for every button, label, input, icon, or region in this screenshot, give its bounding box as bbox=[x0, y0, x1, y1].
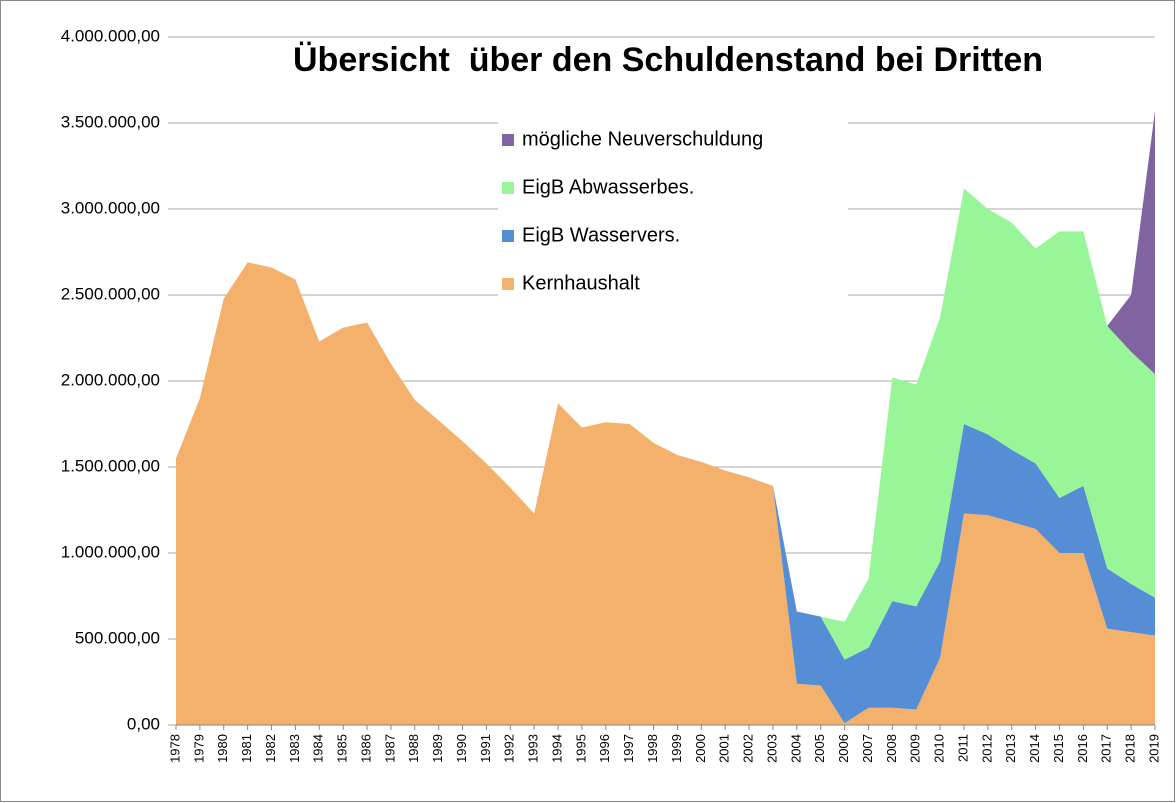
x-tick-label: 1995 bbox=[573, 734, 588, 763]
x-tick-label: 2018 bbox=[1123, 734, 1138, 763]
x-tick-label: 1986 bbox=[358, 734, 373, 763]
x-tick-label: 1992 bbox=[502, 734, 517, 763]
x-tick-label: 2015 bbox=[1051, 734, 1066, 763]
area bbox=[176, 262, 1155, 725]
x-tick-label: 2005 bbox=[812, 734, 827, 763]
area bbox=[176, 262, 1155, 724]
x-tick-label: 2013 bbox=[1003, 734, 1018, 763]
legend-swatch bbox=[502, 230, 514, 242]
x-tick-label: 1996 bbox=[597, 734, 612, 763]
x-tick-label: 1988 bbox=[406, 734, 421, 763]
y-tick-label: 0,00 bbox=[127, 714, 160, 733]
x-tick-label: 2003 bbox=[764, 734, 779, 763]
x-tick-label: 1993 bbox=[526, 734, 541, 763]
y-tick-label: 1.500.000,00 bbox=[61, 456, 160, 475]
legend-label: EigB Wasservers. bbox=[522, 224, 680, 246]
x-tick-label: 1990 bbox=[454, 734, 469, 763]
x-tick-label: 2000 bbox=[693, 734, 708, 763]
x-tick-label: 2002 bbox=[741, 734, 756, 763]
x-tick-label: 2011 bbox=[955, 734, 970, 762]
x-tick-label: 1985 bbox=[335, 734, 350, 763]
x-tick-label: 1997 bbox=[621, 734, 636, 763]
x-tick-label: 2001 bbox=[717, 734, 732, 763]
chart-title: Übersicht über den Schuldenstand bei Dri… bbox=[293, 41, 1043, 79]
x-tick-label: 1978 bbox=[167, 734, 182, 763]
x-tick-label: 1991 bbox=[478, 734, 493, 763]
x-tick-label: 2014 bbox=[1027, 734, 1042, 763]
y-tick-label: 3.000.000,00 bbox=[61, 198, 160, 217]
x-tick-label: 2016 bbox=[1075, 734, 1090, 763]
y-tick-label: 4.000.000,00 bbox=[61, 26, 160, 45]
x-tick-label: 2017 bbox=[1099, 734, 1114, 763]
x-tick-label: 1994 bbox=[549, 734, 564, 763]
x-tick-label: 1998 bbox=[645, 734, 660, 763]
x-tick-label: 2007 bbox=[860, 734, 875, 763]
legend: mögliche Neuverschuldung EigB Abwasserbes… bbox=[498, 118, 848, 308]
x-tick-label: 1989 bbox=[430, 734, 445, 763]
x-tick-label: 1987 bbox=[382, 734, 397, 763]
y-tick-label: 2.500.000,00 bbox=[61, 284, 160, 303]
y-tick-label: 1.000.000,00 bbox=[61, 542, 160, 561]
y-tick-label: 3.500.000,00 bbox=[61, 112, 160, 131]
x-tick-label: 2012 bbox=[979, 734, 994, 763]
legend-swatch bbox=[502, 278, 514, 290]
x-tick-label: 1981 bbox=[239, 734, 254, 763]
legend-swatch bbox=[502, 134, 514, 146]
x-tick-label: 2010 bbox=[932, 734, 947, 763]
x-tick-label: 2008 bbox=[884, 734, 899, 763]
x-tick-label: 2009 bbox=[908, 734, 923, 763]
y-tick-label: 2.000.000,00 bbox=[61, 370, 160, 389]
legend-background bbox=[498, 118, 848, 308]
x-tick-label: 1983 bbox=[287, 734, 302, 763]
x-tick-label: 2006 bbox=[836, 734, 851, 763]
x-tick-label: 1980 bbox=[215, 734, 230, 763]
x-tick-label: 1999 bbox=[669, 734, 684, 763]
y-tick-label: 500.000,00 bbox=[75, 628, 160, 647]
legend-label: EigB Abwasserbes. bbox=[522, 176, 694, 198]
x-tick-label: 2019 bbox=[1146, 734, 1161, 763]
legend-swatch bbox=[502, 182, 514, 194]
legend-label: mögliche Neuverschuldung bbox=[522, 128, 763, 150]
legend-label: Kernhaushalt bbox=[522, 272, 640, 294]
x-tick-label: 2004 bbox=[788, 734, 803, 763]
area bbox=[176, 188, 1155, 660]
x-tick-label: 1979 bbox=[191, 734, 206, 763]
x-tick-label: 1984 bbox=[311, 734, 326, 763]
x-tick-label: 1982 bbox=[263, 734, 278, 763]
